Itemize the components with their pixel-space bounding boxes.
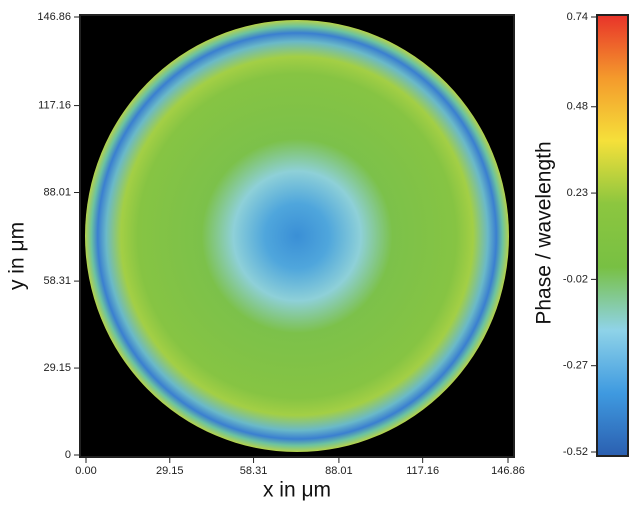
x-tick-label: 58.31 [240, 465, 268, 477]
y-tick-label: 29.15 [43, 362, 71, 374]
x-tick-label: 0.00 [75, 465, 96, 477]
x-axis-label: x in μm [263, 479, 331, 502]
colorbar-tick-label: 0.23 [567, 187, 588, 199]
x-tick-label: 146.86 [491, 465, 525, 477]
colorbar-label: Phase / wavelength [533, 141, 556, 324]
y-tick-label: 0 [65, 449, 71, 461]
y-tick-label: 58.31 [43, 275, 71, 287]
y-tick-label: 117.16 [38, 99, 71, 111]
x-tick-label: 29.15 [156, 465, 184, 477]
x-tick-label: 117.16 [406, 465, 439, 477]
x-tick-label: 88.01 [325, 465, 353, 477]
colorbar-tick-label: -0.52 [563, 446, 588, 458]
y-tick-label: 146.86 [37, 11, 71, 23]
heatmap [85, 20, 509, 452]
colorbar-tick-label: -0.27 [563, 360, 588, 372]
colorbar-tick-label: 0.74 [567, 11, 588, 23]
plot-frame [79, 14, 515, 458]
colorbar-tick-label: -0.02 [563, 273, 588, 285]
y-tick-label: 88.01 [43, 186, 71, 198]
y-axis-label: y in μm [6, 222, 29, 290]
colorbar-tick-label: 0.48 [567, 101, 588, 113]
colorbar [596, 14, 629, 457]
